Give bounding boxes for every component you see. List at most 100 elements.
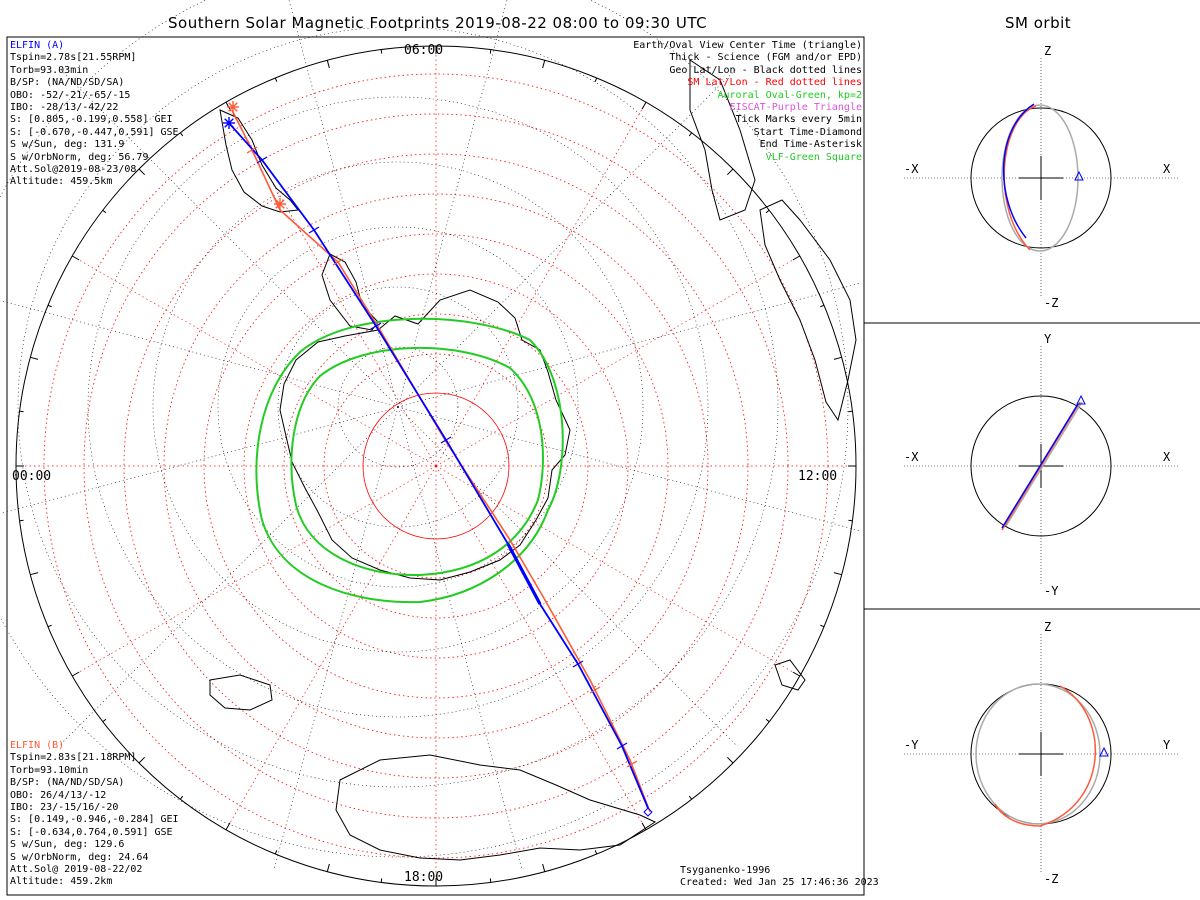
panel2-v-pos: Y xyxy=(1044,332,1052,346)
border-tick xyxy=(225,102,231,110)
sm-longitude-line xyxy=(435,465,800,677)
sat-b-name: ELFIN (B) xyxy=(10,740,65,751)
sat-a-lines: Tspin=2.78s[21.55RPM] Torb=93.03min B/SP: … xyxy=(10,52,179,188)
legend-item: EISCAT-Purple Triangle xyxy=(729,102,862,114)
geo-latitude-circle xyxy=(87,96,709,718)
sat-b-info-line: S w/Sun, deg: 129.6 xyxy=(10,839,125,851)
elfin-a-tick-mark xyxy=(440,436,452,444)
elfin-b-end-asterisk xyxy=(227,101,239,113)
border-tick xyxy=(726,168,734,176)
panel1-h-pos: X xyxy=(1163,162,1171,176)
sat-b-info-line: Att.Sol@ 2019-08-22/02 xyxy=(10,864,143,876)
border-tick xyxy=(138,168,146,176)
panel2-h-pos: X xyxy=(1163,450,1171,464)
geo-longitude-line xyxy=(58,406,399,747)
start-diamond xyxy=(643,807,653,817)
geo-longitude-line xyxy=(58,67,399,408)
orbit-gray xyxy=(975,683,1101,825)
sat-a-info-line: OBO: -52/-21/-65/-15 xyxy=(10,89,131,101)
border-tick xyxy=(72,255,80,261)
africa-coastline xyxy=(759,199,857,422)
elfin-b-footprint-marker xyxy=(274,198,286,210)
orbit-elfin-a xyxy=(1002,103,1035,239)
border-tick xyxy=(19,519,24,522)
time-label-top: 06:00 xyxy=(404,43,444,58)
coastline xyxy=(209,59,857,861)
border-tick xyxy=(179,795,184,800)
elfin-a-tick-mark xyxy=(572,660,584,668)
sat-b-info-line: S: [0.149,-0.946,-0.284] GEI xyxy=(10,814,179,826)
sat-b-info-line: Torb=93.10min xyxy=(10,764,89,776)
geo-longitude-line xyxy=(397,0,508,408)
view-triangle-a xyxy=(1076,394,1086,405)
border-tick xyxy=(489,49,492,54)
peninsula-coastline xyxy=(321,253,379,331)
legend-item: Auroral Oval-Green, kp=2 xyxy=(717,89,863,101)
border-tick xyxy=(102,209,107,214)
panel2-h-neg: -X xyxy=(904,450,919,464)
sat-a-info-line: IBO: -28/13/-42/22 xyxy=(10,102,119,114)
legend-item: Tick Marks every 5min xyxy=(735,114,862,126)
panel3-v-neg: -Z xyxy=(1044,872,1059,886)
border-tick xyxy=(274,850,278,855)
legend-item: End Time-Asterisk xyxy=(759,139,862,151)
geo-longitude-line xyxy=(397,282,862,408)
elfin-b-tick-mark xyxy=(246,146,258,154)
sat-a-info-line: B/SP: (NA/ND/SD/SA) xyxy=(10,77,125,89)
border-tick xyxy=(542,60,546,69)
elfin-a-tick-mark xyxy=(256,156,268,164)
border-tick xyxy=(792,671,800,677)
border-tick xyxy=(820,304,825,308)
credit: Tsyganenko-1996 Created: Wed Jan 25 17:4… xyxy=(680,865,879,890)
geo-latitude-circle xyxy=(152,161,644,653)
sat-a-info-line: S w/OrbNorm, deg: 56.79 xyxy=(10,151,149,163)
panel1-h-neg: -X xyxy=(904,162,919,176)
elfin-a-science-segment xyxy=(506,543,542,605)
border-tick xyxy=(30,572,39,576)
border-tick xyxy=(47,624,52,628)
border-tick xyxy=(594,850,598,855)
legend-item: Thick - Science (FGM and/or EPD) xyxy=(669,52,862,64)
geo-longitude-line xyxy=(273,406,399,871)
legend-item: Start Time-Diamond xyxy=(753,126,862,138)
sm-latitude-circle xyxy=(243,273,629,659)
africa-north-coastline xyxy=(689,59,756,221)
sat-b-info-line: Altitude: 459.2km xyxy=(10,876,113,888)
sat-b-lines: Tspin=2.83s[21.18RPM] Torb=93.10min B/SP: … xyxy=(10,752,179,888)
elfin-a-end-asterisk xyxy=(223,117,235,129)
sat-a-info: ELFIN (A) Tspin=2.78s[21.55RPM] Torb=93.0… xyxy=(10,40,179,189)
panel3-h-neg: -Y xyxy=(904,738,919,752)
sat-b-info-line: S: [-0.634,0.764,0.591] GSE xyxy=(10,826,173,838)
time-label-bottom: 18:00 xyxy=(404,870,444,885)
geo-longitude-line xyxy=(397,406,523,871)
border-tick xyxy=(792,255,800,261)
australia-coastline xyxy=(335,754,657,861)
sat-a-info-line: Tspin=2.78s[21.55RPM] xyxy=(10,52,137,64)
sat-b-info-line: S w/OrbNorm, deg: 24.64 xyxy=(10,851,149,863)
border-tick xyxy=(726,756,734,764)
border-tick xyxy=(72,671,80,677)
sm-latitude-circle xyxy=(203,233,669,699)
antarctica-coastline xyxy=(279,289,571,581)
border-tick xyxy=(641,102,647,110)
border-tick xyxy=(380,878,383,883)
geo-latitude-circle xyxy=(0,0,849,858)
main-title: Southern Solar Magnetic Footprints 2019-… xyxy=(168,14,708,32)
border-tick xyxy=(19,410,24,413)
sat-a-info-line: S: [-0.670,-0.447,0.591] GSE xyxy=(10,126,179,138)
border-tick xyxy=(765,209,770,214)
sat-a-info-line: Torb=93.03min xyxy=(10,64,89,76)
border-tick xyxy=(765,718,770,723)
sat-a-info-line: Att.Sol@2019-08-23/08 xyxy=(10,164,137,176)
earth-circle xyxy=(970,395,1112,537)
time-label-left: 00:00 xyxy=(12,469,52,484)
orbit-gray xyxy=(1005,401,1083,527)
sat-a-info-line: Altitude: 459.5km xyxy=(10,176,113,188)
elfin-b-tick-mark xyxy=(626,760,638,768)
new-zealand-coastline xyxy=(209,674,273,711)
geo-latitude-circle xyxy=(337,346,459,468)
panel1-v-neg: -Z xyxy=(1044,296,1059,310)
border-tick xyxy=(326,863,330,872)
legend-item: VLF-Green Square xyxy=(765,151,862,163)
geo-longitude-line xyxy=(397,406,738,747)
